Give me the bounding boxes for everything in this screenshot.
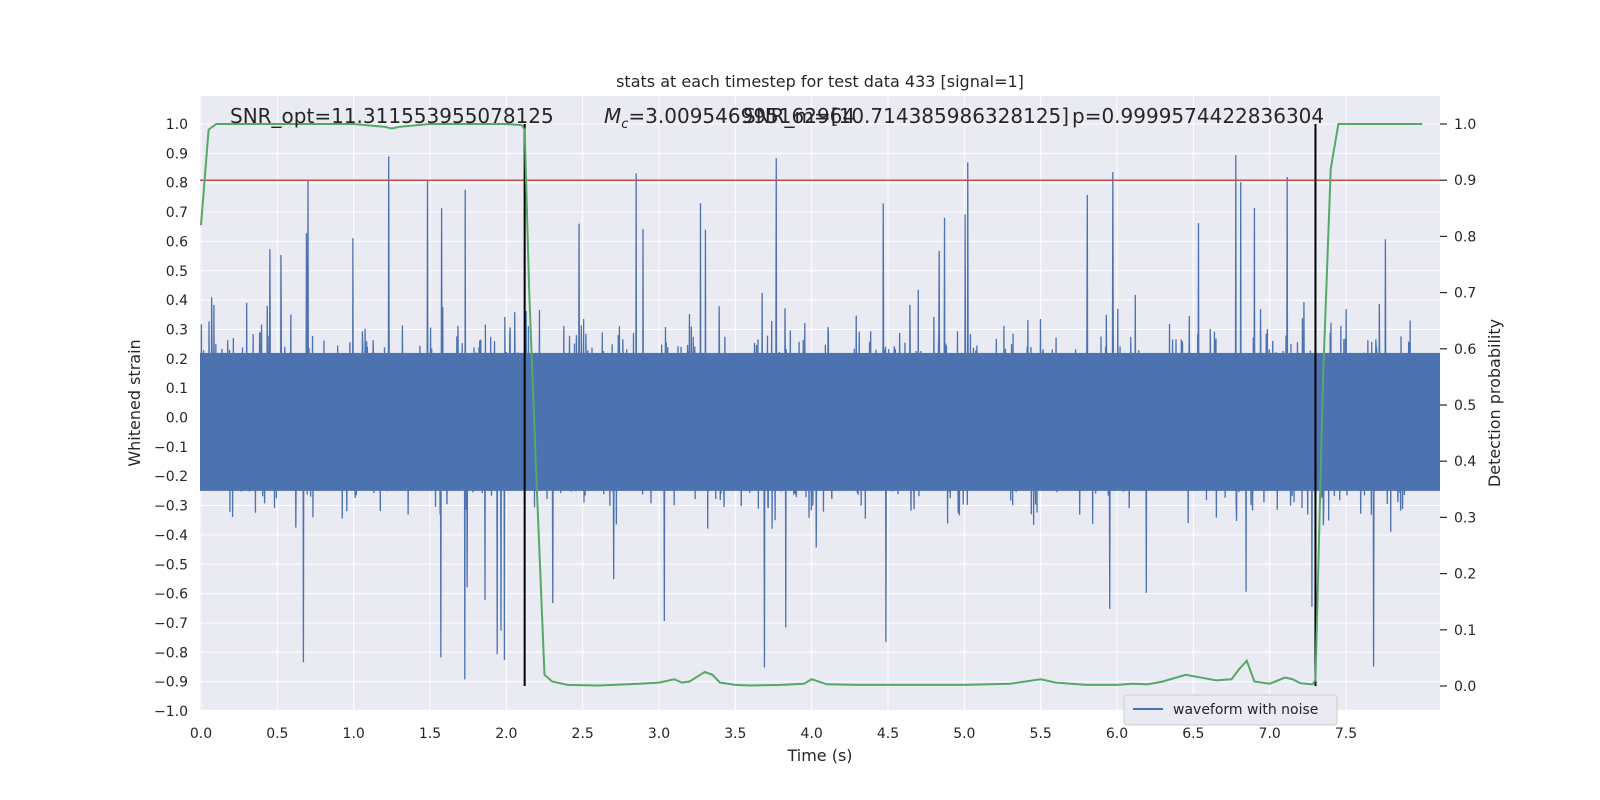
x-tick-label: 2.5: [572, 726, 594, 742]
annotation-snr-m: SNR_m=[10.714385986328125]: [743, 104, 1069, 128]
x-tick-label: 3.5: [724, 726, 746, 742]
y-tick-label: 0.5: [166, 264, 188, 280]
y-tick-label: −0.9: [154, 675, 188, 691]
y-tick-label: 0.0: [166, 411, 188, 427]
y-tick-label: 0.9: [166, 146, 188, 162]
x-tick-label: 1.5: [419, 726, 441, 742]
x-axis-label: Time (s): [786, 746, 852, 765]
y-tick-label: −0.1: [154, 440, 188, 456]
y-tick-label: −0.4: [154, 528, 188, 544]
overlay-lines: [200, 124, 1440, 686]
y-right-axis-ticks: 0.0 0.1 0.2 0.3 0.4 0.5 0.6 0.7 0.8 0.9 1.0: [1440, 117, 1476, 695]
y-right-tick-label: 0.7: [1454, 286, 1476, 302]
y-tick-label: −1.0: [154, 704, 188, 720]
x-tick-label: 6.0: [1106, 726, 1128, 742]
chart-title: stats at each timestep for test data 433…: [616, 72, 1024, 91]
x-tick-label: 4.5: [877, 726, 899, 742]
y-tick-label: −0.3: [154, 499, 188, 515]
y-right-tick-label: 0.9: [1454, 173, 1476, 189]
y-tick-label: 0.2: [166, 352, 188, 368]
y-tick-label: 0.7: [166, 205, 188, 221]
y-right-tick-label: 0.1: [1454, 623, 1476, 639]
y-tick-label: 1.0: [166, 117, 188, 133]
annotation-snr-opt: SNR_opt=11.311553955078125: [230, 104, 554, 128]
y-right-axis-label: Detection probability: [1485, 319, 1504, 487]
y-right-tick-label: 0.4: [1454, 454, 1476, 470]
annotation-chirp-mass: Mc=3.009546995162964: [604, 104, 855, 132]
x-tick-label: 5.0: [953, 726, 975, 742]
y-tick-label: 0.8: [166, 176, 188, 192]
y-right-tick-label: 0.5: [1454, 398, 1476, 414]
annotation-probability: p=0.9999574422836304: [1072, 104, 1324, 128]
legend-box: [1123, 694, 1338, 726]
x-tick-label: 4.0: [801, 726, 823, 742]
x-tick-label: 7.0: [1259, 726, 1281, 742]
legend: waveform with noise: [1123, 694, 1338, 726]
x-tick-label: 1.0: [343, 726, 365, 742]
y-tick-label: −0.8: [154, 645, 188, 661]
x-axis-ticks: 0.0 0.5 1.0 1.5 2.0 2.5 3.0 3.5 4.0 4.5 5.0 5.5 6.0 6…: [190, 726, 1357, 742]
y-tick-label: 0.4: [166, 293, 188, 309]
y-tick-label: 0.6: [166, 234, 188, 250]
detection-probability-series: [200, 123, 1423, 687]
y-tick-label: −0.7: [154, 616, 188, 632]
y-tick-label: 0.3: [166, 322, 188, 338]
y-tick-label: −0.6: [154, 587, 188, 603]
x-tick-label: 0.5: [266, 726, 288, 742]
y-axis-label: Whitened strain: [125, 339, 144, 466]
x-tick-label: 0.0: [190, 726, 212, 742]
waveform-with-noise-series: [200, 154, 1440, 680]
y-right-tick-label: 0.6: [1454, 342, 1476, 358]
legend-label-waveform: waveform with noise: [1173, 702, 1318, 718]
x-tick-label: 6.5: [1182, 726, 1204, 742]
x-tick-label: 3.0: [648, 726, 670, 742]
y-right-tick-label: 1.0: [1454, 117, 1476, 133]
y-right-tick-label: 0.2: [1454, 567, 1476, 583]
y-tick-label: −0.2: [154, 469, 188, 485]
waveform-dense-band: [200, 352, 1440, 491]
y-right-tick-label: 0.8: [1454, 229, 1476, 245]
y-tick-label: 0.1: [166, 381, 188, 397]
x-tick-label: 2.0: [495, 726, 517, 742]
x-tick-label: 5.5: [1030, 726, 1052, 742]
x-tick-label: 7.5: [1335, 726, 1357, 742]
probability-line: [200, 123, 1423, 687]
y-tick-label: −0.5: [154, 557, 188, 573]
y-right-tick-label: 0.3: [1454, 510, 1476, 526]
y-axis-ticks: −1.0 −0.9 −0.8 −0.7 −0.6 −0.5 −0.4 −0.3 −0.2 −0.1…: [154, 117, 188, 720]
y-right-tick-label: 0.0: [1454, 679, 1476, 695]
